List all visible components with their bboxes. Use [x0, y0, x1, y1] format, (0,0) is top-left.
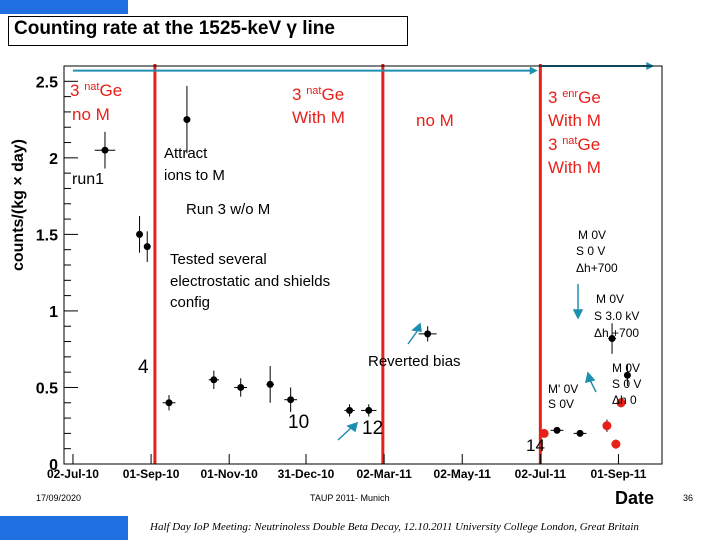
data-point: [611, 439, 621, 449]
label-m0v-3-a: M 0V: [612, 361, 640, 375]
x-tick-label: 31-Dec-10: [278, 467, 335, 481]
data-point: [183, 116, 191, 124]
data-point: [623, 371, 631, 379]
pointer-arrows: [337, 284, 597, 441]
y-tick-label: 0.5: [36, 380, 58, 397]
label-nat-with-m-line1: 3 natGe: [292, 85, 344, 104]
label-attract-2: ions to M: [164, 167, 225, 184]
footer-conference: TAUP 2011- Munich: [310, 493, 390, 503]
page-number: 36: [683, 493, 694, 503]
top-accent-bar: [0, 0, 128, 14]
label-run1: run1: [72, 171, 104, 188]
label-m0v-3-c: Δh 0: [612, 393, 637, 407]
slide-title: Counting rate at the 1525-keV γ line: [14, 18, 335, 39]
label-tested-1: Tested several: [170, 251, 267, 268]
pointer-arrow-m0v-head: [572, 309, 584, 320]
run-range-arrows: [72, 62, 655, 75]
data-point: [237, 383, 245, 391]
pointer-arrow-12: [337, 426, 353, 441]
x-tick-label: 02-Mar-11: [356, 467, 412, 481]
pointer-arrow-reverted-head: [411, 322, 422, 332]
label-nat-with-m-2-line1: 3 natGe: [548, 135, 600, 154]
label-enr-with-m-line1: 3 enrGe: [548, 88, 601, 107]
data-point: [365, 406, 373, 414]
data-point: [136, 230, 144, 238]
label-run-4: 4: [138, 357, 149, 378]
pointer-arrow-mzero: [589, 379, 597, 393]
axes: 0 0.5 1 1.5 2 2.5 02-Jul-10 01-Sep-10 01-Nov-10 3…: [10, 65, 663, 508]
data-point: [602, 421, 612, 431]
data-point: [210, 376, 218, 384]
data-point: [608, 334, 616, 342]
label-m0v-2-b: S 3.0 kV: [594, 309, 639, 323]
x-tick-label: 02-May-11: [434, 467, 492, 481]
footer-date: 17/09/2020: [36, 493, 82, 503]
x-tick-label: 01-Sep-10: [123, 467, 180, 481]
label-m0v-2-c: Δh +700: [594, 326, 639, 340]
label-m0v-1-c: Δh+700: [576, 261, 618, 275]
y-tick-label: 1.5: [36, 227, 58, 244]
data-point: [143, 243, 151, 251]
label-tested-2: electrostatic and shields: [170, 273, 330, 290]
pointer-arrow-reverted: [407, 329, 419, 345]
label-tested-3: config: [170, 294, 210, 311]
pointer-arrow-12-head: [346, 421, 359, 433]
data-point: [616, 398, 626, 408]
label-m0v-1-a: M 0V: [578, 228, 606, 242]
x-tick-label: 02-Jul-11: [515, 467, 567, 481]
x-tick-label: 02-Jul-10: [47, 467, 99, 481]
label-nat-no-m-line1: 3 natGe: [70, 81, 122, 100]
label-run3: Run 3 w/o M: [186, 201, 270, 218]
x-tick-label: 01-Sep-11: [590, 467, 646, 481]
y-tick-label: 0: [49, 457, 58, 474]
label-no-m: no M: [416, 111, 454, 130]
data-point: [101, 146, 109, 154]
footer-meeting: Half Day IoP Meeting: Neutrinoless Doubl…: [150, 521, 639, 533]
label-m0v-3-b: S 0 V: [612, 377, 641, 391]
label-mprime-a: M' 0V: [548, 382, 578, 396]
data-point: [266, 380, 274, 388]
label-reverted-bias: Reverted bias: [368, 353, 461, 370]
data-point: [424, 330, 432, 338]
label-nat-no-m-line2: no M: [72, 105, 110, 124]
y-tick-label: 2.5: [36, 74, 58, 91]
data-points: [94, 85, 631, 449]
label-m0v-1-b: S 0 V: [576, 244, 605, 258]
label-mprime-b: S 0V: [548, 397, 574, 411]
bottom-accent-bar: [0, 516, 128, 540]
pointer-arrow-mzero-head: [585, 371, 596, 384]
label-m0v-2-a: M 0V: [596, 292, 624, 306]
label-enr-with-m-line2: With M: [548, 111, 601, 130]
x-axis-title: Date: [615, 488, 654, 508]
data-point: [539, 428, 549, 438]
label-attract-1: Attract: [164, 145, 208, 162]
label-nat-with-m-line2: With M: [292, 108, 345, 127]
label-run-14: 14: [526, 436, 545, 455]
range-arrow-head: [529, 66, 538, 75]
data-point: [346, 406, 354, 414]
data-point: [553, 426, 561, 434]
data-point: [165, 399, 173, 407]
label-run-12: 12: [362, 418, 383, 439]
y-tick-label: 2: [49, 151, 58, 168]
y-axis-title: counts/(kg × day): [10, 139, 27, 271]
y-tick-label: 1: [49, 304, 58, 321]
label-nat-with-m-2-line2: With M: [548, 158, 601, 177]
data-point: [287, 396, 295, 404]
data-point: [576, 429, 584, 437]
x-tick-label: 01-Nov-10: [201, 467, 259, 481]
label-run-10: 10: [288, 412, 309, 433]
run-boundary-lines: [153, 64, 542, 464]
title-box: [8, 16, 408, 46]
